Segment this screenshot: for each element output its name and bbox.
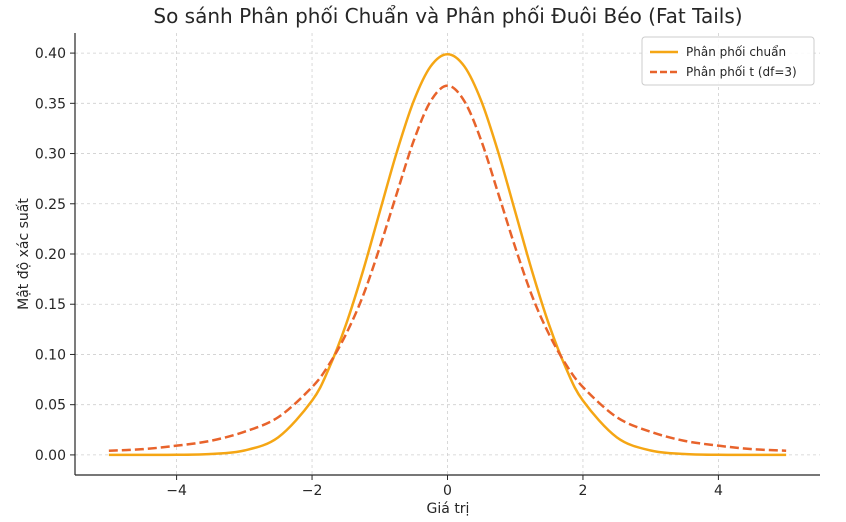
y-tick-label: 0.15	[35, 297, 66, 313]
x-tick-label: −2	[302, 483, 323, 499]
chart-title: So sánh Phân phối Chuẩn và Phân phối Đuô…	[153, 4, 742, 28]
x-tick-label: 4	[714, 483, 723, 499]
grid	[75, 33, 820, 475]
y-tick-label: 0.00	[35, 448, 66, 464]
t-distribution-line	[108, 84, 787, 452]
ticks: −4 −2 0 2 4 0.00 0.05 0.10 0.15 0.20 0.25 0.30 0.35 0…	[35, 46, 723, 499]
legend-frame	[641, 36, 815, 86]
y-tick-label: 0.10	[35, 347, 66, 363]
y-tick-label: 0.20	[35, 247, 66, 263]
y-tick-label: 0.35	[35, 96, 66, 112]
normal-distribution-line	[108, 52, 787, 457]
x-axis-label: Giá trị	[427, 501, 470, 517]
y-tick-label: 0.05	[35, 398, 66, 414]
y-tick-label: 0.30	[35, 147, 66, 163]
legend-label-normal: Phân phối chuẩn	[686, 45, 786, 59]
legend-label-t: Phân phối t (df=3)	[686, 65, 797, 79]
y-axis-label: Mật độ xác suất	[16, 198, 32, 310]
series	[108, 52, 787, 457]
legend: Phân phối chuẩn Phân phối t (df=3)	[641, 36, 815, 86]
x-tick-label: −4	[166, 483, 187, 499]
y-tick-label: 0.25	[35, 197, 66, 213]
x-tick-label: 2	[578, 483, 587, 499]
y-tick-label: 0.40	[35, 46, 66, 62]
x-tick-label: 0	[443, 483, 452, 499]
